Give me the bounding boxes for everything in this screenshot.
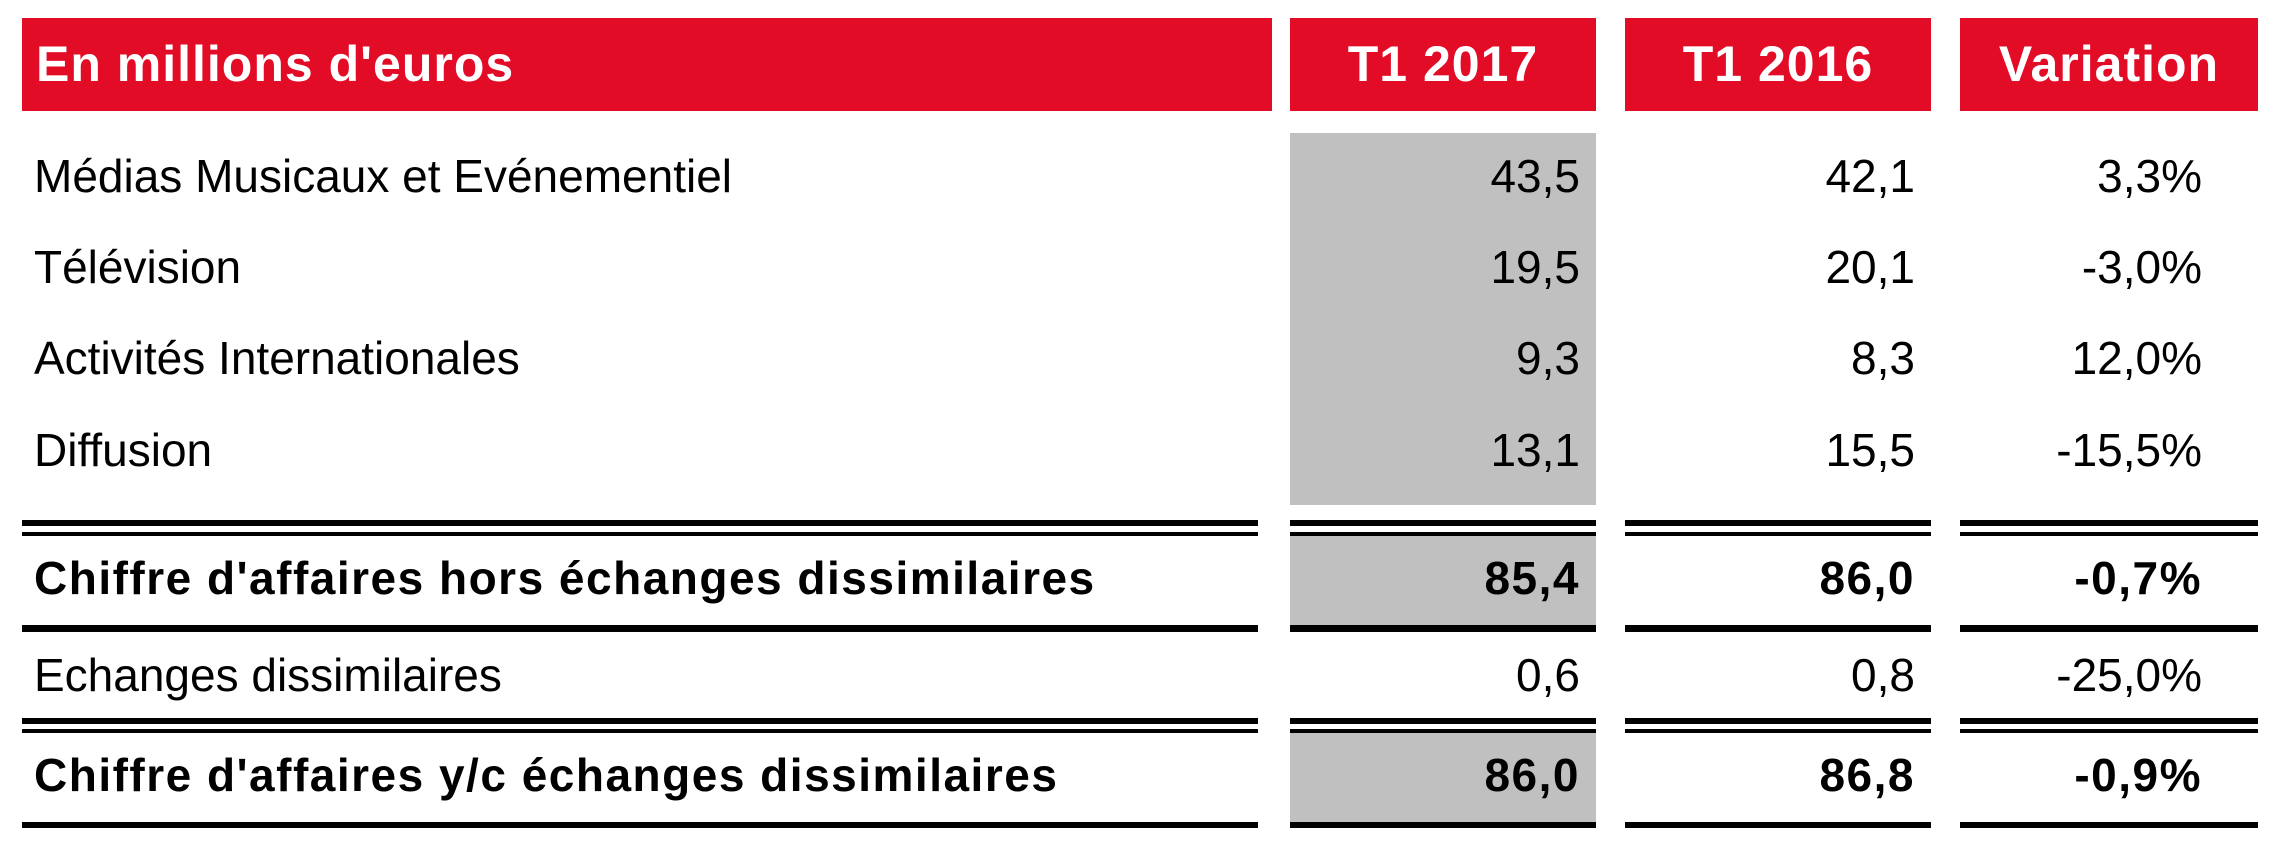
- row-label: Diffusion: [34, 424, 213, 476]
- cell-t1-2016: 20,1: [1825, 241, 1915, 293]
- header-label: En millions d'euros: [22, 18, 1272, 111]
- rule-thick-c3: [1960, 625, 2258, 632]
- header-t1-2017: T1 2017: [1290, 18, 1596, 111]
- cell-variation: -15,5%: [2056, 424, 2202, 476]
- header-t1-2016: T1 2016: [1625, 18, 1931, 111]
- header-variation: Variation: [1960, 18, 2258, 111]
- highlight-block-subtotal: [1290, 535, 1596, 628]
- rule-bottom-c1: [1290, 822, 1596, 828]
- rule-double-bottom-c3: [1960, 532, 2258, 536]
- rule-double2-bottom-c3: [1960, 729, 2258, 733]
- rule-bottom-c3: [1960, 822, 2258, 828]
- rule-double2-top-label: [22, 718, 1258, 724]
- row-label: Echanges dissimilaires: [34, 649, 502, 701]
- cell-t1-2016: 8,3: [1851, 332, 1915, 384]
- rule-double2-top-c3: [1960, 718, 2258, 724]
- rule-thick-c2: [1625, 625, 1931, 632]
- row-label: Médias Musicaux et Evénementiel: [34, 150, 732, 202]
- rule-double2-bottom-c1: [1290, 729, 1596, 733]
- rule-thick-c1: [1290, 625, 1596, 632]
- rule-bottom-c2: [1625, 822, 1931, 828]
- rule-double-top-c2: [1625, 520, 1931, 526]
- cell-t1-2017: 9,3: [1516, 332, 1580, 384]
- cell-t1-2016: 15,5: [1825, 424, 1915, 476]
- total-t1-2017: 86,0: [1484, 749, 1580, 801]
- cell-t1-2016: 42,1: [1825, 150, 1915, 202]
- rule-double-bottom-c1: [1290, 532, 1596, 536]
- subtotal-t1-2017: 85,4: [1484, 552, 1580, 604]
- cell-t1-2017: 19,5: [1490, 241, 1580, 293]
- rule-double-top-c1: [1290, 520, 1596, 526]
- rule-double-top-label: [22, 520, 1258, 526]
- rule-double2-top-c1: [1290, 718, 1596, 724]
- rule-double-bottom-c2: [1625, 532, 1931, 536]
- rule-double-top-c3: [1960, 520, 2258, 526]
- rule-double2-bottom-label: [22, 729, 1258, 733]
- rule-double-bottom-label: [22, 532, 1258, 536]
- rule-bottom-label: [22, 822, 1258, 828]
- total-variation: -0,9%: [2074, 749, 2202, 801]
- cell-t1-2017: 13,1: [1490, 424, 1580, 476]
- total-t1-2016: 86,8: [1819, 749, 1915, 801]
- cell-variation: 3,3%: [2097, 150, 2202, 202]
- highlight-block-segments: [1290, 133, 1596, 505]
- cell-t1-2017: 43,5: [1490, 150, 1580, 202]
- row-label: Télévision: [34, 241, 242, 293]
- cell-variation: -25,0%: [2056, 649, 2202, 701]
- row-label: Activités Internationales: [34, 332, 520, 384]
- subtotal-t1-2016: 86,0: [1819, 552, 1915, 604]
- total-label: Chiffre d'affaires y/c échanges dissimil…: [34, 749, 1059, 801]
- rule-thick-label: [22, 625, 1258, 632]
- rule-double2-bottom-c2: [1625, 729, 1931, 733]
- subtotal-variation: -0,7%: [2074, 552, 2202, 604]
- cell-variation: 12,0%: [2071, 332, 2202, 384]
- cell-t1-2016: 0,8: [1851, 649, 1915, 701]
- highlight-block-total: [1290, 732, 1596, 826]
- cell-variation: -3,0%: [2081, 241, 2202, 293]
- subtotal-label: Chiffre d'affaires hors échanges dissimi…: [34, 552, 1096, 604]
- rule-double2-top-c2: [1625, 718, 1931, 724]
- cell-t1-2017: 0,6: [1516, 649, 1580, 701]
